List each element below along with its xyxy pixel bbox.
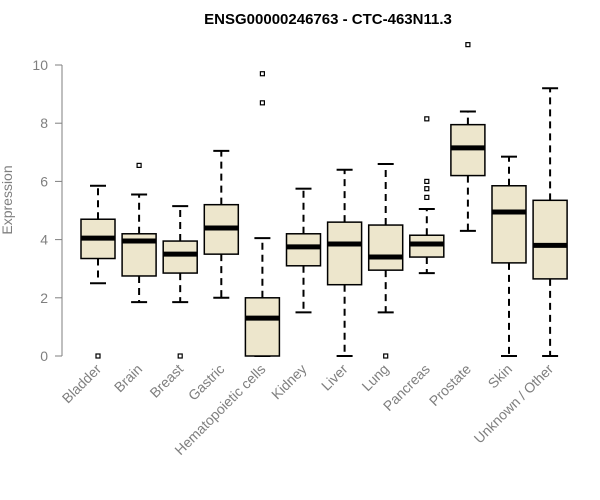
outlier-point [136,162,142,168]
iqr-box [244,297,281,357]
outlier-point [424,194,430,201]
y-axis-label: Expression [0,165,15,234]
box-pancreas [409,116,445,275]
outlier-point [383,353,389,359]
iqr-box [162,240,198,274]
outlier-point [424,186,430,192]
iqr-box [326,221,363,286]
box-prostate [450,42,486,232]
x-tick-label: Liver [318,361,351,394]
outlier-point [259,100,265,106]
y-tick-label: 8 [40,115,48,131]
box-skin [491,155,527,357]
iqr-box [285,233,322,267]
outlier-point [259,71,265,77]
chart-title: ENSG00000246763 - CTC-463N11.3 [204,11,452,28]
box-hematopoietic-cells [244,71,281,357]
y-tick-label: 0 [40,348,48,364]
x-tick-label: Brain [111,361,145,395]
x-tick-label: Lung [358,361,391,394]
x-tick-label: Breast [146,361,186,401]
x-tick-label: Prostate [426,361,474,409]
box-kidney [285,187,322,314]
iqr-box [491,185,527,264]
x-tick-label: Bladder [59,361,105,407]
box-bladder [80,184,116,359]
x-tick-label: Kidney [268,361,310,403]
outlier-point [177,353,183,359]
y-tick-label: 10 [32,57,48,73]
box-breast [162,205,198,359]
box-brain [121,162,157,304]
boxes-group [80,42,568,359]
box-unknown-other [532,87,568,357]
y-tick-label: 4 [40,232,48,248]
outlier-point [424,116,430,122]
outlier-point [424,178,430,184]
outlier-point [465,42,471,48]
x-tick-label: Skin [485,361,516,392]
outlier-point [95,353,101,359]
iqr-box [532,199,568,280]
y-tick-label: 6 [40,173,48,189]
box-liver [326,168,363,357]
y-tick-label: 2 [40,290,48,306]
box-gastric [203,149,240,299]
box-lung [367,162,404,359]
y-axis: 0 2 4 6 8 10 [32,57,63,364]
iqr-box [367,224,404,271]
